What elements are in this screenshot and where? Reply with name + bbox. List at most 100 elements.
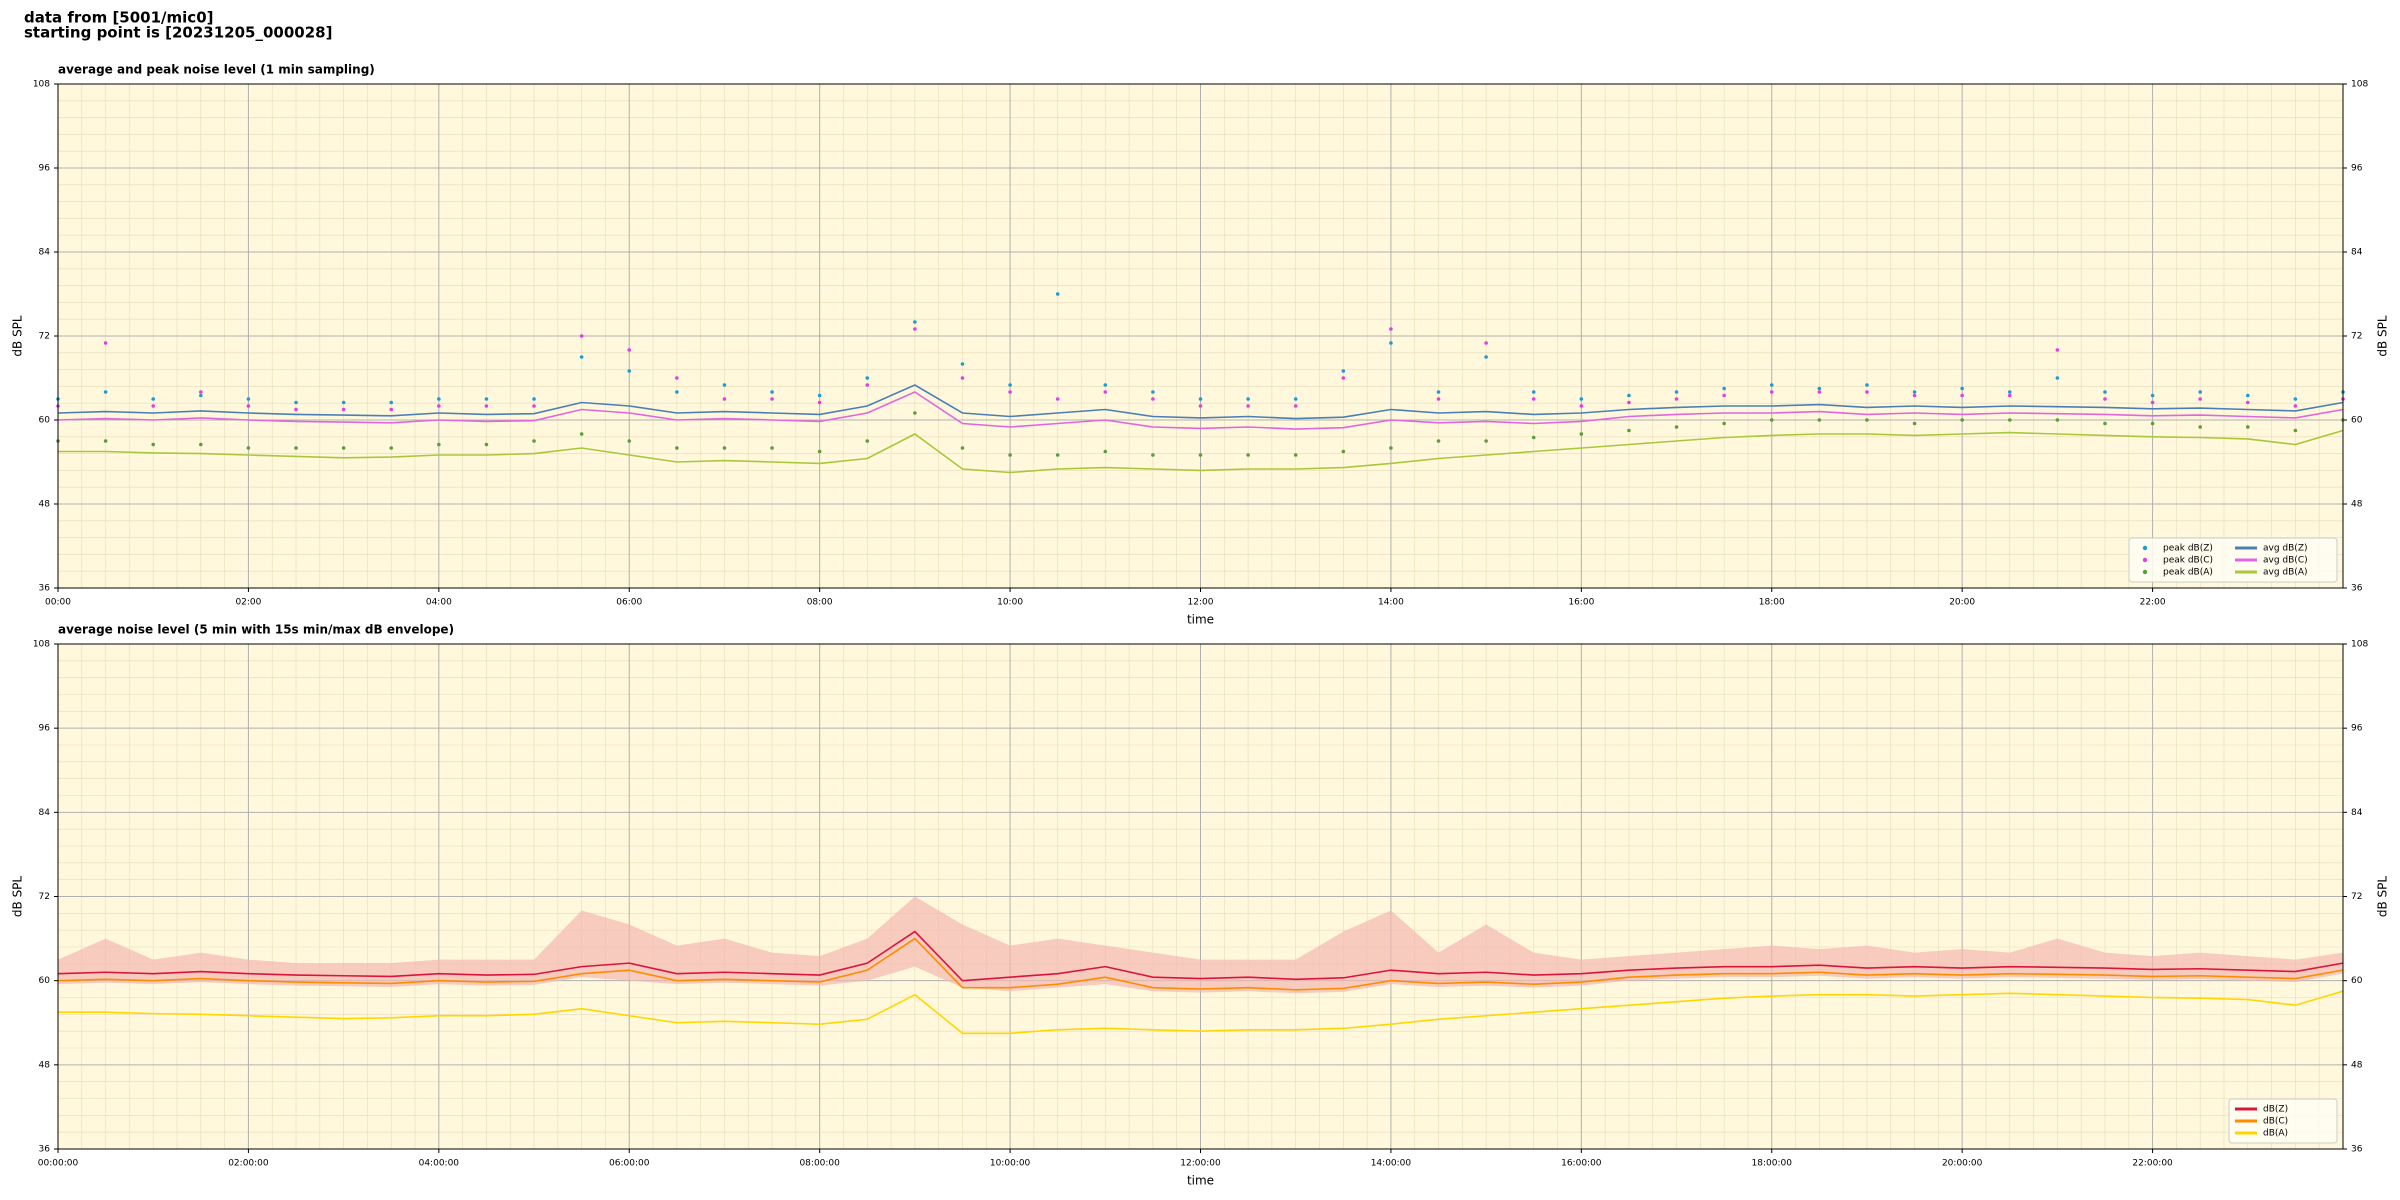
x-tick-label: 02:00:00 <box>228 1159 269 1169</box>
y-tick-label: 72 <box>2351 892 2362 902</box>
peak-point <box>2150 421 2155 426</box>
peak-point <box>1341 376 1346 380</box>
peak-point <box>913 327 917 331</box>
series-line <box>57 384 2344 420</box>
peak-point <box>1579 404 1584 408</box>
peak-point <box>1341 369 1346 373</box>
series-line <box>57 937 2344 991</box>
peak-point <box>2245 425 2250 429</box>
legend-box <box>2128 537 2338 583</box>
peak-point <box>1484 439 1488 443</box>
header-line: data from [5001/mic0] <box>24 9 214 27</box>
x-tick-label: 12:00:00 <box>1180 1159 1221 1169</box>
peak-point <box>722 446 727 450</box>
peak-point <box>1198 404 1203 408</box>
peak-point <box>1722 393 1726 398</box>
peak-point <box>1769 418 1774 422</box>
peak-point <box>1055 292 1060 296</box>
peak-point <box>2055 348 2060 352</box>
x-tick-label: 18:00:00 <box>1752 1159 1793 1169</box>
peak-point <box>1865 418 1869 422</box>
x-tick-label: 00:00 <box>45 598 71 608</box>
y-tick-label: 48 <box>39 1060 51 1070</box>
peak-point <box>1198 397 1203 401</box>
peak-point <box>1960 418 1964 422</box>
peak-point <box>437 397 441 401</box>
peak-point <box>199 442 203 447</box>
peak-point <box>770 446 774 450</box>
peak-point <box>1627 428 1631 433</box>
peak-point <box>484 397 489 401</box>
peak-point <box>1008 453 1012 457</box>
peak-point <box>2198 390 2202 394</box>
series-line <box>57 930 2344 982</box>
peak-point <box>1103 449 1108 454</box>
peak-point <box>2150 400 2155 405</box>
x-tick-label: 20:00:00 <box>1942 1159 1983 1169</box>
peak-point <box>2293 404 2298 408</box>
peak-point <box>1722 386 1726 391</box>
peak-point <box>103 390 108 394</box>
peak-point <box>532 397 536 401</box>
peak-point <box>1531 397 1536 401</box>
peak-point <box>1055 453 1060 457</box>
peak-point <box>1151 453 1155 457</box>
peak-point <box>960 362 965 366</box>
chart-title: average noise level (5 min with 15s min/… <box>58 623 454 637</box>
peak-point <box>484 404 489 408</box>
peak-point <box>341 400 346 405</box>
peak-point <box>2198 397 2202 401</box>
peak-point <box>246 446 251 450</box>
x-tick-label: 22:00:00 <box>2132 1159 2173 1169</box>
y-tick-label: 48 <box>39 500 51 510</box>
x-tick-label: 00:00:00 <box>38 1159 79 1169</box>
peak-point <box>579 334 584 338</box>
peak-point <box>532 439 536 443</box>
peak-point <box>1246 397 1250 401</box>
peak-point <box>817 449 822 454</box>
peak-point <box>960 376 965 380</box>
y-axis-label: dB SPL <box>2376 876 2390 918</box>
y-tick-label: 72 <box>39 892 50 902</box>
peak-point <box>389 400 394 405</box>
y-tick-label: 84 <box>2351 248 2363 258</box>
peak-point <box>1865 383 1869 387</box>
peak-point <box>151 404 156 408</box>
peak-point <box>722 383 727 387</box>
peak-point <box>1293 404 1298 408</box>
y-tick-label: 84 <box>39 808 51 818</box>
peak-point <box>103 439 108 443</box>
y-axis-label: dB SPL <box>11 315 25 357</box>
peak-point <box>1960 393 1964 398</box>
y-tick-label: 60 <box>2351 976 2363 986</box>
y-tick-label: 108 <box>33 640 50 650</box>
y-tick-label: 72 <box>2351 332 2362 342</box>
x-tick-label: 02:00 <box>235 598 261 608</box>
peak-point <box>675 446 679 450</box>
peak-point <box>246 404 251 408</box>
x-axis-label: time <box>1187 1174 1214 1188</box>
peak-point <box>722 397 727 401</box>
header-line: starting point is [20231205_000028] <box>24 24 332 42</box>
peak-point <box>1436 397 1441 401</box>
peak-point <box>341 446 346 450</box>
peak-point <box>1008 390 1012 394</box>
peak-point <box>1912 393 1917 398</box>
peak-point <box>1436 439 1441 443</box>
peak-point <box>1389 327 1393 331</box>
x-tick-label: 14:00 <box>1378 598 1404 608</box>
peak-point <box>2103 397 2107 401</box>
peak-point <box>960 446 965 450</box>
x-tick-label: 18:00 <box>1759 598 1785 608</box>
peak-point <box>389 446 394 450</box>
peak-point <box>1627 393 1631 398</box>
y-tick-label: 48 <box>2351 500 2363 510</box>
peak-point <box>627 439 632 443</box>
legend-label: peak dB(Z) <box>2163 544 2213 554</box>
peak-point <box>1531 390 1536 394</box>
legend-label: dB(C) <box>2263 1117 2288 1127</box>
x-tick-label: 20:00 <box>1949 598 1975 608</box>
legend-label: avg dB(A) <box>2263 568 2307 578</box>
peak-point <box>913 320 917 324</box>
y-tick-label: 36 <box>2351 1145 2363 1155</box>
